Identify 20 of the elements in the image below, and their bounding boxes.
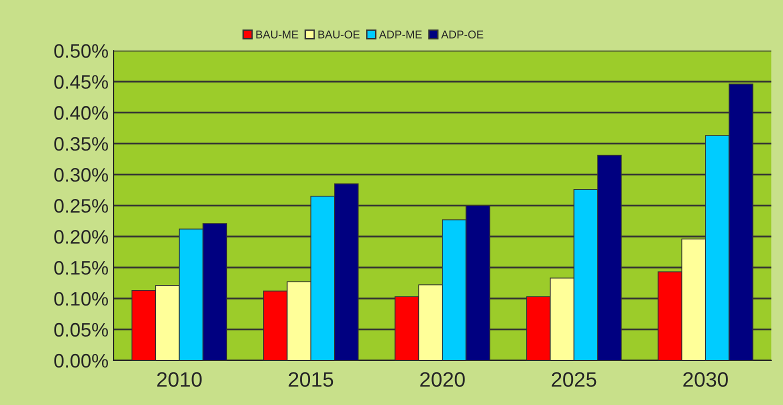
legend-label: BAU-ME xyxy=(256,30,298,38)
legend-label: ADP-ME xyxy=(379,30,422,38)
x-tick-label: 2015 xyxy=(288,372,334,387)
y-tick-label: 0.00% xyxy=(54,354,108,368)
y-tick-label: 0.25% xyxy=(54,199,108,213)
y-tick-label: 0.30% xyxy=(54,168,108,182)
y-tick-label: 0.05% xyxy=(54,322,108,337)
y-tick-label: 0.35% xyxy=(54,137,108,151)
x-tick-label: 2025 xyxy=(552,372,596,387)
x-tick-label: 2020 xyxy=(420,372,465,387)
legend-label: BAU-OE xyxy=(318,30,360,38)
y-tick-label: 0.20% xyxy=(54,230,108,244)
y-tick-label: 0.10% xyxy=(54,292,108,306)
y-tick-label: 0.15% xyxy=(54,260,108,275)
y-tick-label: 0.40% xyxy=(54,106,108,120)
y-tick-label: 0.45% xyxy=(54,75,108,89)
legend-label: ADP-OE xyxy=(441,30,484,38)
x-tick-label: 2010 xyxy=(157,372,202,387)
y-tick-label: 0.50% xyxy=(54,44,108,58)
x-tick-label: 2030 xyxy=(683,372,728,387)
